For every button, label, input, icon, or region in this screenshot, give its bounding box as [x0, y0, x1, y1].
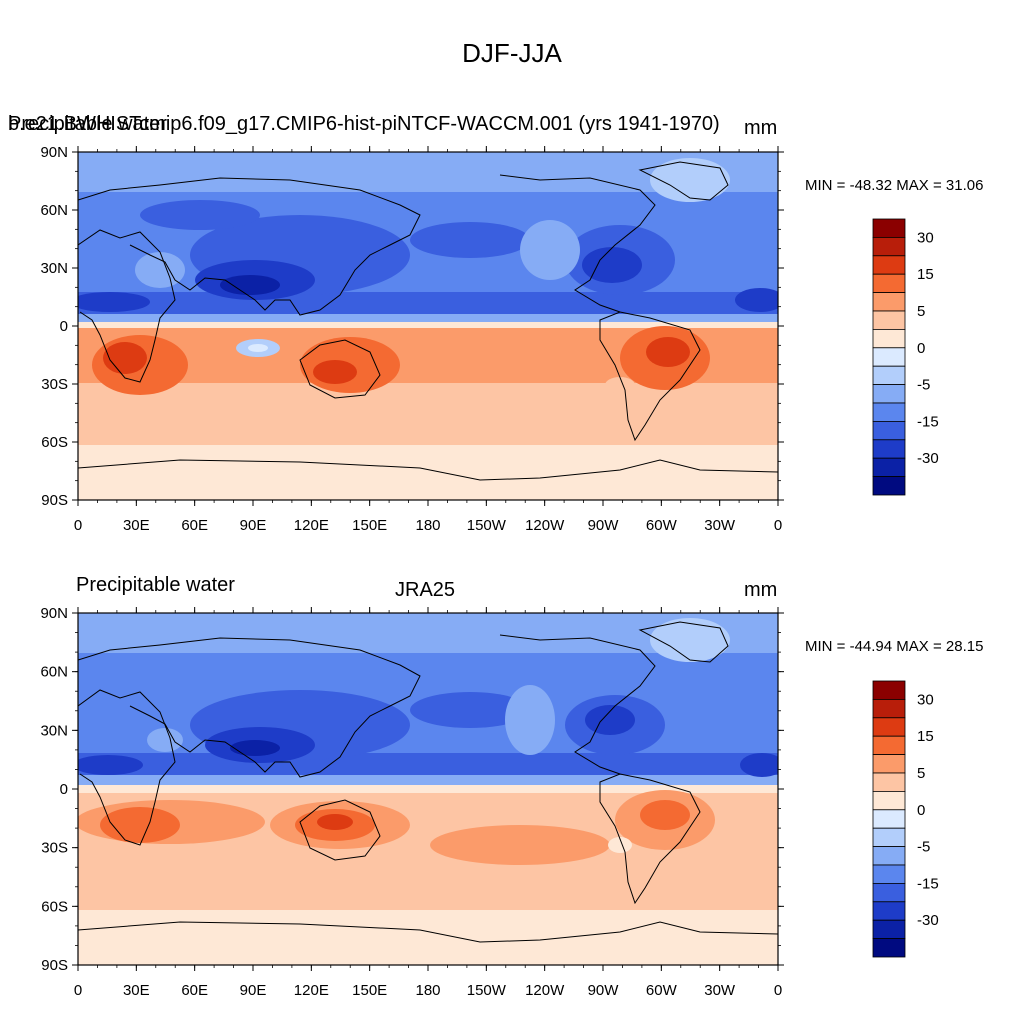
lon-tick-label: 150E [352, 982, 387, 999]
lat-tick-label: 90S [41, 492, 68, 509]
colorbar-swatch [872, 901, 906, 921]
lon-tick-label: 150E [352, 517, 387, 534]
colorbar-label: 5 [917, 303, 925, 320]
lon-tick-label: 30W [704, 517, 736, 534]
colorbar-swatch [872, 938, 906, 958]
lon-tick-label: 120E [294, 517, 329, 534]
lon-tick-label: 120E [294, 982, 329, 999]
colorbar-label: -30 [917, 450, 939, 467]
colorbar-swatch [872, 365, 906, 386]
colorbar-label: -5 [917, 377, 930, 394]
lat-tick-label: 60N [40, 664, 68, 681]
lon-tick-label: 0 [774, 982, 782, 999]
lon-tick-label: 150W [467, 982, 507, 999]
lat-tick-label: 30N [40, 722, 68, 739]
colorbar-swatch [872, 791, 906, 811]
colorbar-swatch [872, 772, 906, 792]
lon-tick-label: 30W [704, 982, 736, 999]
lon-tick-label: 0 [774, 517, 782, 534]
colorbar-label: 30 [917, 691, 934, 708]
colorbar-swatch [872, 273, 906, 294]
colorbar-swatch [872, 402, 906, 422]
colorbar-swatch [872, 735, 906, 756]
colorbar-swatch [872, 754, 906, 774]
colorbar-swatch [872, 919, 906, 940]
lon-tick-label: 90E [240, 517, 267, 534]
panel-1-map [78, 152, 778, 500]
colorbar-swatch [872, 827, 906, 848]
colorbar-swatch [872, 328, 906, 349]
lon-tick-label: 180 [415, 517, 440, 534]
colorbar-swatch [872, 680, 906, 700]
lon-tick-label: 0 [74, 517, 82, 534]
lat-tick-label: 60N [40, 202, 68, 219]
colorbar-swatch [872, 292, 906, 312]
lon-tick-label: 60E [181, 517, 208, 534]
lon-tick-label: 30E [123, 517, 150, 534]
panel-2-map [78, 613, 778, 965]
panel-1-units: mm [744, 117, 778, 139]
colorbar-label: 5 [917, 765, 925, 782]
colorbar-swatch [872, 347, 906, 367]
colorbar-swatch [872, 255, 906, 275]
lat-tick-label: 60S [41, 898, 68, 915]
colorbar-swatch [872, 864, 906, 884]
lon-tick-label: 60W [646, 517, 678, 534]
colorbar-label: -15 [917, 875, 939, 892]
colorbar-swatch [872, 809, 906, 829]
colorbar-label: 0 [917, 802, 925, 819]
lon-tick-label: 120W [525, 982, 565, 999]
lat-tick-label: 30N [40, 260, 68, 277]
lon-tick-label: 120W [525, 517, 565, 534]
colorbar-swatch [872, 236, 906, 257]
lon-tick-label: 90W [588, 517, 620, 534]
lat-tick-label: 90S [41, 957, 68, 974]
panel-2-units: mm [744, 579, 778, 601]
panel-1-left-label: Precipitable water [8, 113, 167, 135]
lon-tick-label: 0 [74, 982, 82, 999]
panel-2-left-label: Precipitable water [76, 574, 235, 596]
colorbar-label: 15 [917, 728, 934, 745]
colorbar-swatch [872, 457, 906, 478]
lon-tick-label: 30E [123, 982, 150, 999]
lat-tick-label: 30S [41, 840, 68, 857]
colorbar-label: 0 [917, 340, 925, 357]
lat-tick-label: 30S [41, 376, 68, 393]
colorbar-label: 30 [917, 229, 934, 246]
colorbar-swatch [872, 384, 906, 404]
lon-tick-label: 90E [240, 982, 267, 999]
lat-tick-label: 90N [40, 605, 68, 622]
lon-tick-label: 180 [415, 982, 440, 999]
colorbar-swatch [872, 476, 906, 496]
panel-1-center-label: b.e21.BWHISTcmip6.f09_g17.CMIP6-hist-piN… [8, 113, 720, 135]
colorbar-swatch [872, 846, 906, 866]
colorbar-swatch [872, 717, 906, 737]
colorbar-swatch [872, 439, 906, 459]
lat-tick-label: 0 [60, 318, 68, 335]
colorbar-label: -30 [917, 912, 939, 929]
colorbar-swatch [872, 218, 906, 238]
lat-tick-label: 0 [60, 781, 68, 798]
axes-group: 90N 60N 30N 0 30S 60S 90S 0 30E 60E 90E 120E 150E 180… [40, 144, 784, 999]
panel-2-min-max: MIN = -44.94 MAX = 28.15 [805, 638, 984, 655]
colorbar-swatch [872, 699, 906, 719]
colorbar-label: -15 [917, 413, 939, 430]
lat-tick-label: 90N [40, 144, 68, 161]
lon-tick-label: 60E [181, 982, 208, 999]
lon-tick-label: 150W [467, 517, 507, 534]
panel-1-min-max: MIN = -48.32 MAX = 31.06 [805, 177, 984, 194]
colorbar-swatch [872, 420, 906, 441]
figure-title: DJF-JJA [462, 38, 562, 68]
lon-tick-label: 90W [588, 982, 620, 999]
colorbar-swatch [872, 310, 906, 330]
colorbar-label: -5 [917, 839, 930, 856]
colorbars-group: 30 15 5 0 -5 -15 -30 30 15 5 0 -5 -15 -30 [872, 218, 939, 958]
lat-tick-label: 60S [41, 434, 68, 451]
panel-2-center-label: JRA25 [395, 579, 456, 601]
colorbar-swatch [872, 883, 906, 903]
lon-tick-label: 60W [646, 982, 678, 999]
colorbar-label: 15 [917, 266, 934, 283]
